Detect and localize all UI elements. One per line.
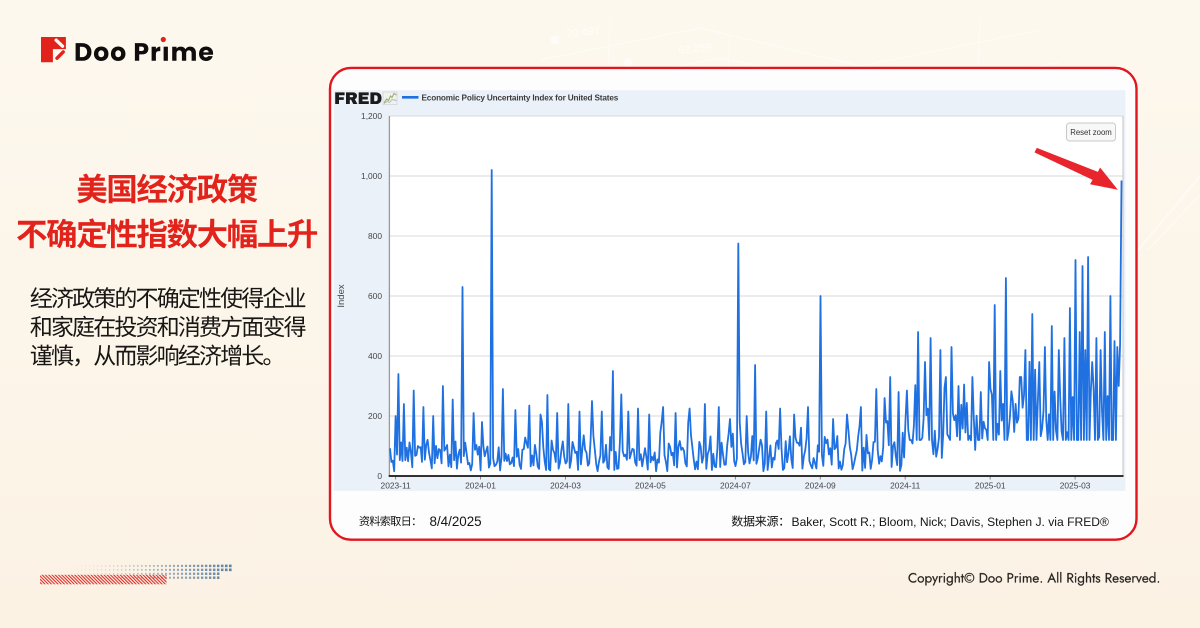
svg-text:1,200: 1,200 <box>361 111 382 121</box>
svg-text:Index: Index <box>336 284 347 307</box>
svg-text:2023-11: 2023-11 <box>381 481 411 491</box>
svg-text:8/4/2025: 8/4/2025 <box>430 514 482 529</box>
svg-text:Reset zoom: Reset zoom <box>1070 128 1112 137</box>
svg-text:2024-03: 2024-03 <box>550 481 581 491</box>
svg-text:Economic Policy Uncertainty In: Economic Policy Uncertainty Index for Un… <box>422 93 619 102</box>
svg-text:0: 0 <box>377 471 382 481</box>
svg-text:2024-05: 2024-05 <box>635 481 666 491</box>
svg-text:Baker, Scott R.; Bloom, Nick;: Baker, Scott R.; Bloom, Nick; Davis, Ste… <box>792 515 1109 529</box>
svg-text:1,000: 1,000 <box>361 171 382 181</box>
svg-text:2024-09: 2024-09 <box>805 481 836 491</box>
svg-text:800: 800 <box>368 231 382 241</box>
svg-text:62 259: 62 259 <box>678 41 713 56</box>
svg-text:400: 400 <box>368 351 382 361</box>
svg-text:2025-01: 2025-01 <box>975 481 1006 491</box>
svg-text:2024-07: 2024-07 <box>720 481 751 491</box>
svg-text:200: 200 <box>368 411 382 421</box>
svg-text:20 497: 20 497 <box>566 25 601 40</box>
svg-text:2024-11: 2024-11 <box>890 481 920 491</box>
svg-text:2024-01: 2024-01 <box>465 481 496 491</box>
svg-text:600: 600 <box>368 291 382 301</box>
svg-text:2025-03: 2025-03 <box>1060 481 1091 491</box>
